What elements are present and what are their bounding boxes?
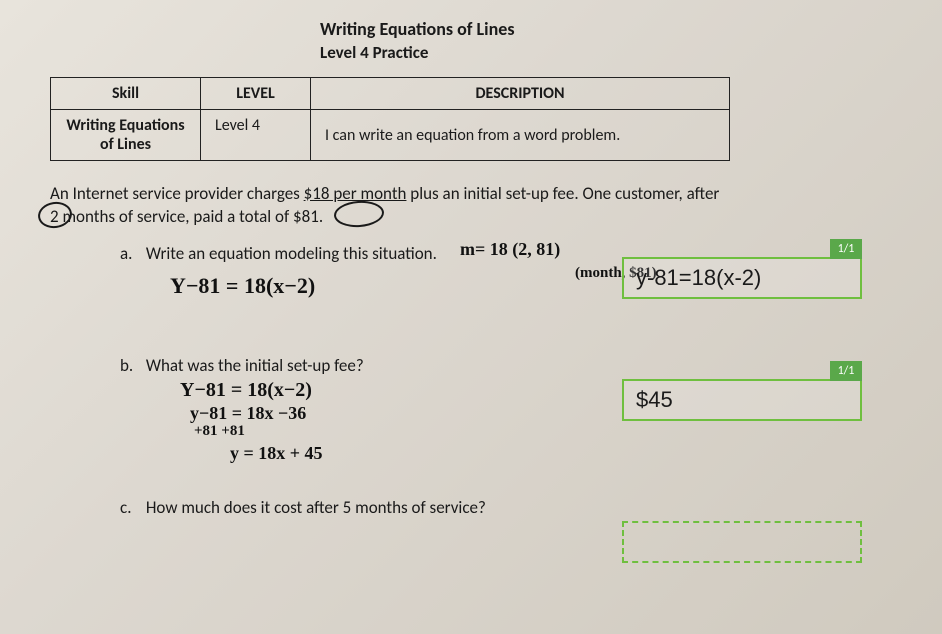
title-sub: Level 4 Practice: [320, 42, 902, 63]
part-a-letter: a.: [120, 243, 142, 264]
answer-a-text: y-81=18(x-2): [636, 265, 761, 291]
title-main: Writing Equations of Lines: [320, 18, 902, 40]
answer-box-a[interactable]: y-81=18(x-2): [622, 257, 862, 299]
problem-statement: An Internet service provider charges $18…: [50, 183, 902, 229]
question-b-label: b. What was the initial set-up fee?: [120, 355, 902, 376]
problem-total: $81.: [293, 206, 323, 227]
score-badge-b: 1/1: [830, 361, 862, 381]
problem-text-1: An Internet service provider charges: [50, 183, 304, 204]
problem-text-2: plus an initial set-up fee. One customer…: [406, 183, 719, 204]
worksheet-title: Writing Equations of Lines Level 4 Pract…: [320, 18, 902, 63]
question-a: a. Write an equation modeling this situa…: [120, 243, 902, 343]
part-c-prompt: How much does it cost after 5 months of …: [146, 497, 486, 518]
part-c-letter: c.: [120, 497, 142, 518]
score-badge-a: 1/1: [830, 239, 862, 259]
handwriting-b-4: y = 18x + 45: [230, 443, 323, 464]
handwriting-b-2: y−81 = 18x −36: [190, 403, 306, 424]
answer-b-text: $45: [636, 387, 673, 413]
question-c: c. How much does it cost after 5 months …: [120, 497, 902, 577]
th-desc: DESCRIPTION: [311, 78, 730, 110]
th-level: LEVEL: [201, 78, 311, 110]
part-b-letter: b.: [120, 355, 142, 376]
handwriting-a-m: m= 18 (2, 81): [460, 239, 560, 260]
answer-box-c[interactable]: [622, 521, 862, 563]
td-skill: Writing Equations of Lines: [51, 110, 201, 161]
question-b: b. What was the initial set-up fee? Y−81…: [120, 355, 902, 485]
handwriting-b-1: Y−81 = 18(x−2): [180, 379, 312, 402]
table-header-row: Skill LEVEL DESCRIPTION: [51, 78, 730, 110]
handwriting-b-3: +81 +81: [194, 423, 245, 440]
question-c-label: c. How much does it cost after 5 months …: [120, 497, 902, 518]
th-skill: Skill: [51, 78, 201, 110]
part-b-prompt: What was the initial set-up fee?: [146, 355, 364, 376]
answer-box-b[interactable]: $45: [622, 379, 862, 421]
part-a-prompt: Write an equation modeling this situatio…: [146, 243, 437, 264]
skill-table: Skill LEVEL DESCRIPTION Writing Equation…: [50, 77, 730, 161]
td-level: Level 4: [201, 110, 311, 161]
td-desc: I can write an equation from a word prob…: [311, 110, 730, 161]
problem-text-3: 2 months of service, paid a total of: [50, 206, 293, 227]
handwriting-a-eq: Y−81 = 18(x−2): [170, 273, 315, 299]
table-row: Writing Equations of Lines Level 4 I can…: [51, 110, 730, 161]
